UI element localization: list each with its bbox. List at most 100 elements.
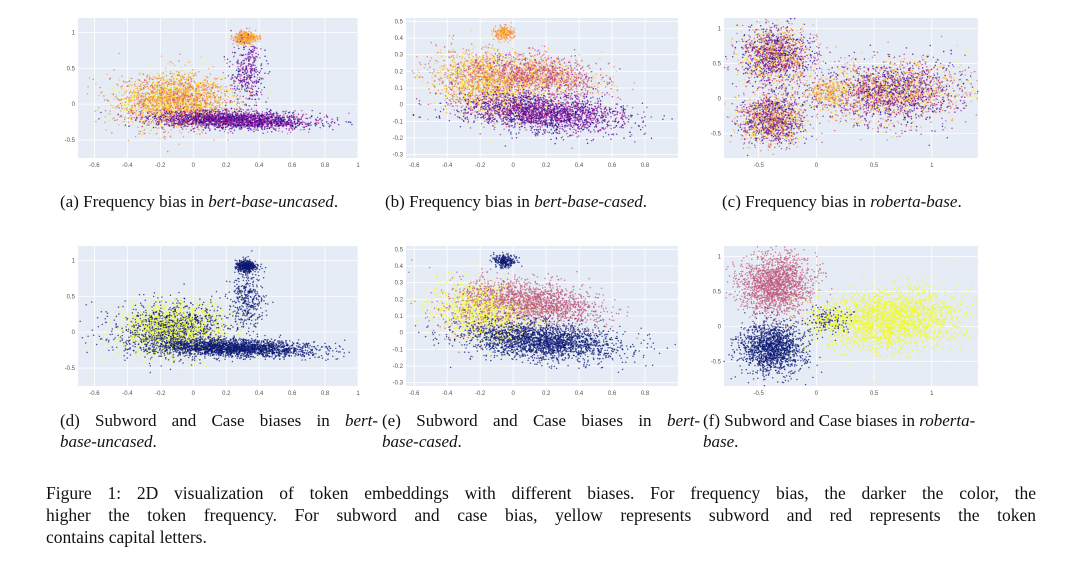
scatter-point — [92, 78, 95, 81]
scatter-point — [210, 111, 213, 113]
scatter-point — [182, 125, 184, 128]
scatter-point — [172, 77, 175, 80]
scatter-point — [276, 115, 279, 117]
scatter-point — [231, 95, 234, 97]
scatter-point — [161, 103, 163, 105]
scatter-point — [113, 116, 115, 119]
scatter-point — [271, 125, 273, 127]
scatter-point — [214, 106, 216, 108]
scatter-point — [211, 96, 214, 99]
scatter-point — [275, 116, 278, 118]
scatter-point — [300, 116, 303, 119]
scatter-point — [261, 116, 263, 119]
scatter-point — [151, 116, 154, 118]
scatter-point — [125, 90, 127, 92]
scatter-point — [200, 121, 202, 123]
scatter-point — [202, 103, 205, 106]
x-tick-label: -0.2 — [155, 163, 166, 169]
scatter-point — [245, 97, 247, 100]
scatter-point — [202, 124, 205, 126]
scatter-point — [274, 124, 277, 127]
scatter-point — [247, 125, 249, 128]
scatter-point — [185, 77, 188, 80]
scatter-point — [187, 123, 189, 126]
scatter-point — [188, 77, 190, 79]
scatter-point — [142, 93, 145, 95]
scatter-point — [200, 106, 203, 108]
scatter-point — [202, 121, 204, 123]
scatter-point — [216, 114, 219, 117]
scatter-point — [294, 123, 297, 125]
scatter-point — [133, 89, 136, 92]
scatter-point — [196, 123, 198, 125]
scatter-point — [194, 116, 197, 119]
scatter-point — [176, 121, 178, 124]
scatter-point — [158, 121, 160, 123]
scatter-point — [137, 78, 139, 81]
scatter-point — [216, 106, 219, 108]
scatter-point — [249, 120, 251, 123]
scatter-point — [187, 92, 190, 94]
scatter-point — [192, 84, 194, 87]
scatter-point — [179, 53, 181, 55]
scatter-point — [232, 109, 235, 112]
scatter-point — [241, 130, 243, 132]
scatter-point — [145, 119, 147, 121]
scatter-point — [221, 107, 223, 109]
scatter-point — [207, 127, 210, 129]
scatter-point — [198, 123, 201, 125]
scatter-point — [184, 115, 186, 117]
scatter-point — [214, 128, 216, 130]
scatter-point — [139, 107, 142, 109]
scatter-point — [197, 118, 199, 120]
scatter-point — [129, 117, 132, 120]
scatter-point — [171, 106, 174, 109]
scatter-point — [116, 89, 118, 91]
scatter-point — [178, 109, 180, 112]
scatter-point — [189, 60, 191, 63]
scatter-point — [167, 116, 169, 119]
scatter-point — [162, 73, 164, 75]
scatter-point — [134, 80, 136, 83]
scatter-point — [205, 103, 207, 105]
scatter-point — [254, 124, 257, 127]
scatter-point — [105, 129, 108, 131]
scatter-point — [240, 128, 243, 130]
scatter-point — [137, 94, 139, 97]
scatter-point — [178, 118, 181, 120]
scatter-point — [168, 111, 171, 113]
scatter-point — [190, 64, 193, 66]
scatter-point — [155, 119, 157, 122]
scatter-point — [198, 91, 201, 94]
scatter-point — [137, 91, 139, 93]
scatter-point — [210, 123, 213, 125]
scatter-point — [270, 122, 273, 125]
scatter-point — [184, 81, 187, 84]
scatter-point — [163, 109, 165, 111]
scatter-point — [311, 109, 313, 112]
scatter-point — [192, 108, 195, 111]
scatter-point — [137, 82, 140, 85]
scatter-point — [331, 118, 333, 120]
scatter-point — [258, 40, 260, 42]
scatter-point — [201, 131, 203, 134]
scatter-point — [114, 106, 116, 109]
scatter-point — [225, 119, 227, 121]
scatter-point — [201, 109, 203, 112]
scatter-point — [181, 122, 184, 124]
scatter-point — [188, 121, 190, 124]
scatter-point — [197, 86, 199, 88]
scatter-point — [161, 88, 163, 91]
scatter-point — [206, 109, 209, 112]
scatter-point — [106, 73, 108, 75]
scatter-point — [172, 126, 175, 129]
scatter-point — [254, 113, 257, 116]
x-tick-label: -0.6 — [89, 163, 100, 169]
scatter-point — [172, 83, 175, 86]
scatter-point — [275, 123, 278, 125]
scatter-point — [183, 83, 185, 86]
scatter-point — [285, 110, 287, 112]
scatter-point — [206, 76, 209, 79]
scatter-point — [258, 122, 260, 125]
scatter-point — [146, 110, 148, 112]
